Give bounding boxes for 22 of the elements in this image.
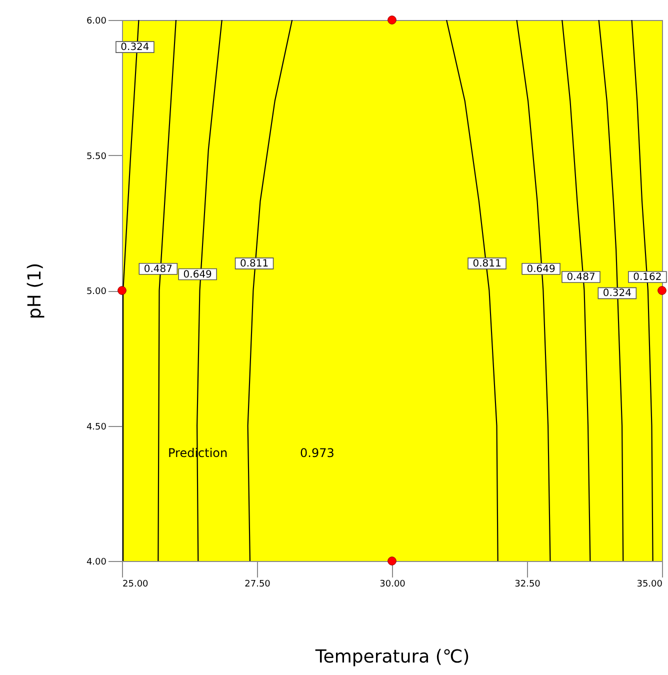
y-tick-label: 5.00: [86, 287, 107, 297]
y-tick-label: 4.00: [86, 558, 107, 568]
annotation: 0.649: [183, 269, 212, 280]
annotation: 0.973: [300, 446, 334, 460]
y-axis-title: pH (1): [24, 262, 46, 320]
y-tick-label: 6.00: [86, 16, 107, 26]
x-tick-label: 25.00: [122, 580, 149, 590]
x-axis-title: Temperatura (℃): [314, 646, 470, 668]
annotation: 0.487: [144, 264, 172, 275]
annotation: 0.649: [526, 264, 556, 275]
x-tick-label: 32.50: [514, 580, 541, 590]
x-tick-label: 30.00: [380, 580, 406, 590]
annotation: 0.811: [240, 258, 269, 270]
annotation: 0.162: [633, 272, 662, 283]
annotation: 0.324: [120, 42, 150, 54]
annotation: 0.324: [602, 288, 632, 300]
annotation: 0.811: [472, 258, 502, 270]
x-tick-label: 35.00: [636, 580, 663, 590]
x-tick-label: 27.50: [244, 580, 271, 590]
annotation: 0.487: [566, 272, 596, 283]
y-tick-label: 5.50: [86, 152, 107, 162]
y-tick-label: 4.50: [86, 422, 107, 432]
